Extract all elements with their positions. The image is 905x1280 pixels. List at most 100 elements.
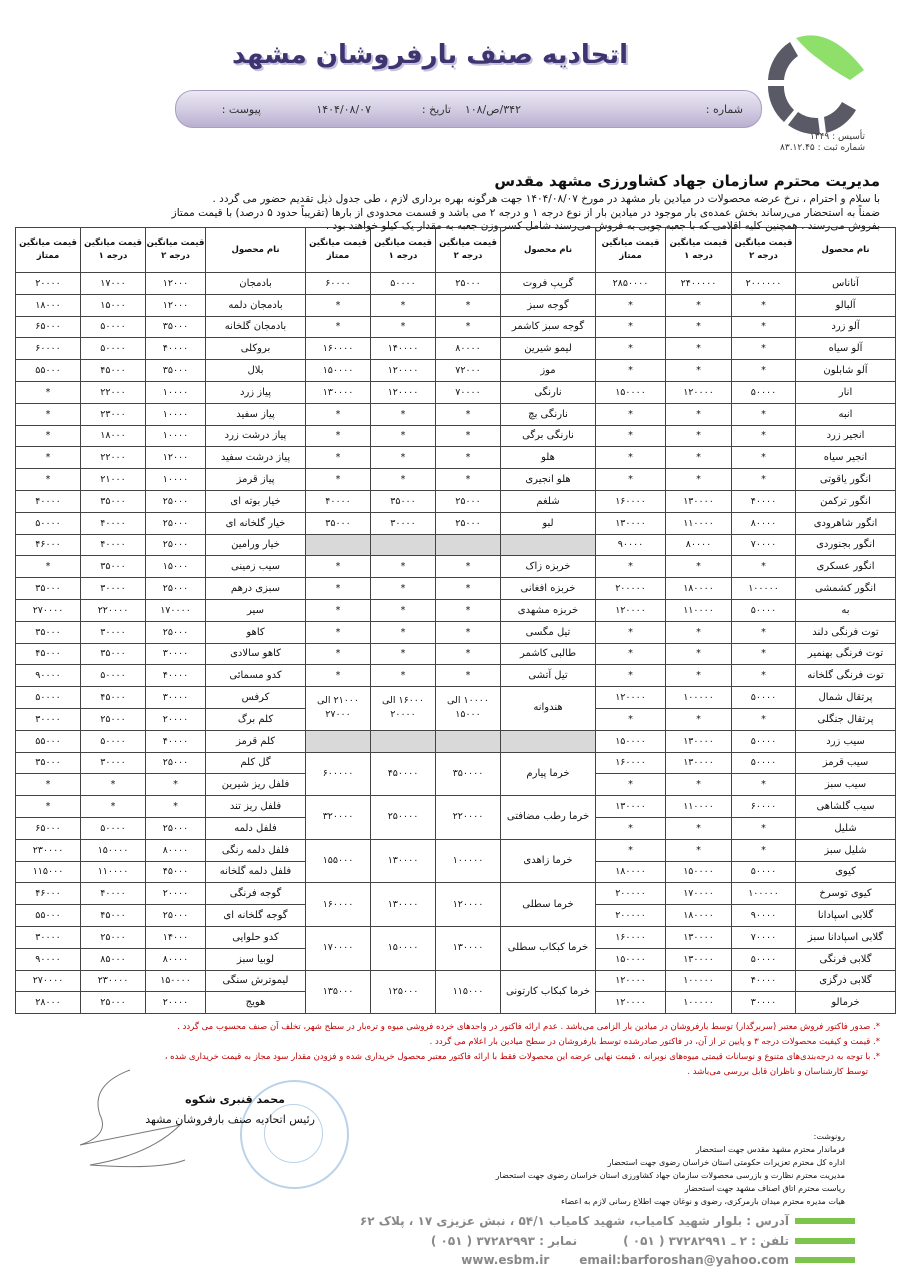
price-cell: ۴۵۰۰۰ bbox=[145, 860, 206, 884]
price-cell: * bbox=[595, 293, 666, 317]
table-row: انگور کشمشی ۱۰۰۰۰۰ ۱۸۰۰۰۰ ۲۰۰۰۰۰ خربزه افغان… bbox=[15, 577, 896, 600]
product-name: انگور کشمشی bbox=[795, 577, 896, 600]
price-cell: ۴۰۰۰۰ bbox=[145, 337, 206, 361]
price-cell: ۲۵۰۰۰ bbox=[435, 511, 501, 535]
product-name: فلفل ریز شیرین bbox=[205, 773, 306, 797]
price-cell: ۵۰۰۰۰ bbox=[731, 860, 796, 884]
green-bar bbox=[795, 1257, 855, 1263]
price-cell: ۲۵۰۰۰ bbox=[145, 489, 206, 513]
product-name: خربزه مشهدی bbox=[500, 598, 596, 622]
price-cell: * bbox=[370, 620, 436, 644]
product-name: انگور بجنوردی bbox=[795, 533, 896, 557]
price-cell: ۲۷۰۰۰۰ bbox=[15, 969, 81, 993]
empty-cell bbox=[305, 729, 371, 753]
price-cell: ۲۳۰۰۰ bbox=[80, 402, 146, 426]
price-cell: * bbox=[731, 707, 796, 731]
price-cell: ۳۰۰۰۰ bbox=[370, 511, 436, 535]
price-cell: ۱۵۰۰۰۰ bbox=[145, 969, 206, 993]
price-cell: ۱۱۰۰۰۰ bbox=[665, 511, 732, 535]
price-cell: ۵۰۰۰۰ bbox=[731, 598, 796, 622]
price-cell: ۴۵۰۰۰ bbox=[80, 904, 146, 927]
cc-item: مدیریت محترم نظارت و بازرسی محصولات سازم… bbox=[495, 1171, 845, 1180]
price-cell: ۱۱۰۰۰۰ bbox=[665, 598, 732, 622]
price-cell: * bbox=[665, 707, 732, 731]
price-cell: ۹۰۰۰۰ bbox=[15, 947, 81, 971]
price-cell: ۱۳۰۰۰۰ bbox=[370, 838, 436, 884]
product-name: آلو سیاه bbox=[795, 337, 896, 361]
column-header-deg1: قیمت میانگین درجه ۱ bbox=[80, 227, 146, 273]
price-cell: * bbox=[595, 773, 666, 797]
price-cell: ۱۳۰۰۰۰ bbox=[665, 751, 732, 775]
price-cell: ۱۱۵۰۰۰ bbox=[15, 860, 81, 884]
price-cell: * bbox=[731, 293, 796, 317]
contact-line: www.esbm.ir email:barforoshan@yahoo.com bbox=[461, 1253, 855, 1267]
phone: تلفن : ۲ ـ ۳۷۲۸۲۹۹۱ ( ۰۵۱ ) bbox=[623, 1234, 789, 1248]
product-name: خیار گلخانه ای bbox=[205, 511, 306, 535]
price-cell: * bbox=[370, 446, 436, 470]
price-cell: ۲۰۰۰۰۰ bbox=[595, 904, 666, 927]
price-cell: ۲۵۰۰۰ bbox=[145, 816, 206, 840]
intro-line: با سلام و احترام ، نرخ عرضه محصولات در م… bbox=[212, 193, 880, 205]
price-cell: * bbox=[731, 620, 796, 644]
table-row: سیب سبز * * * فلفل ریز شیرین * * * bbox=[15, 773, 896, 797]
price-cell: ۱۷۰۰۰۰ bbox=[665, 882, 732, 906]
price-cell: ۳۰۰۰۰ bbox=[145, 686, 206, 709]
product-name: انجیر سیاه bbox=[795, 446, 896, 470]
signature-block: محمد قنبری شکوه رئیس اتحادیه صنف بارفروش… bbox=[115, 1090, 315, 1130]
email[interactable]: email:barforoshan@yahoo.com bbox=[579, 1253, 789, 1267]
price-cell: ۲۵۰۰۰ bbox=[435, 272, 501, 295]
product-name: پرتقال جنگلی bbox=[795, 707, 896, 731]
price-cell: * bbox=[305, 468, 371, 491]
price-cell: ۶۵۰۰۰ bbox=[15, 816, 81, 840]
table-row: انگور عسکری * * * خربزه زاک * * * سیب زمینی ۱۵۰۰۰… bbox=[15, 555, 896, 579]
price-cell: * bbox=[665, 424, 732, 448]
price-cell: * bbox=[731, 642, 796, 666]
product-name: کیوی توسرخ bbox=[795, 882, 896, 906]
address: آدرس : بلوار شهید کامیاب، شهید کامیاب ۵۴… bbox=[359, 1214, 789, 1228]
product-name: خرما رطب مضافتی bbox=[500, 795, 596, 840]
price-cell: ۴۰۰۰۰ bbox=[145, 664, 206, 688]
price-cell: * bbox=[731, 402, 796, 426]
table-row: شلیل سبز * * * خرما زاهدی ۱۰۰۰۰۰ ۱۳۰۰۰۰ ۱۵۵۰۰۰ ف… bbox=[15, 838, 896, 884]
price-cell: * bbox=[80, 795, 146, 818]
price-cell: * bbox=[595, 315, 666, 339]
price-cell: * bbox=[305, 664, 371, 688]
price-cell: * bbox=[305, 555, 371, 579]
product-name: سیب زمینی bbox=[205, 555, 306, 579]
price-cell: * bbox=[370, 293, 436, 317]
column-header-momtaz: قیمت میانگین ممتاز bbox=[15, 227, 81, 273]
price-cell: * bbox=[595, 620, 666, 644]
union-logo bbox=[767, 35, 864, 135]
price-cell: * bbox=[15, 795, 81, 818]
price-cell: ۱۷۰۰۰ bbox=[80, 272, 146, 295]
price-cell: * bbox=[731, 664, 796, 688]
price-cell: * bbox=[435, 642, 501, 666]
price-cell: ۲۵۰۰۰ bbox=[145, 904, 206, 927]
price-cell: ۱۷۰۰۰۰ bbox=[145, 598, 206, 622]
price-cell: ۳۲۰۰۰۰ bbox=[305, 795, 371, 840]
price-cell: ۱۳۰۰۰۰ bbox=[665, 925, 732, 949]
fax: نمابر : ۳۷۲۸۲۹۹۳ ( ۰۵۱ ) bbox=[430, 1234, 578, 1248]
product-name: فلفل دلمه گلخانه bbox=[205, 860, 306, 884]
table-row: سیب قرمز ۵۰۰۰۰ ۱۳۰۰۰۰ ۱۶۰۰۰۰ خرما پیارم ۳۵۰۰۰… bbox=[15, 751, 896, 797]
product-name: کرفس bbox=[205, 686, 306, 709]
product-name: تیل آتشی bbox=[500, 664, 596, 688]
price-cell: ۱۵۰۰۰ bbox=[145, 555, 206, 579]
signer-name: محمد قنبری شکوه bbox=[185, 1093, 285, 1106]
product-name: پیاز درشت سفید bbox=[205, 446, 306, 470]
price-cell: ۲۵۰۰۰ bbox=[145, 533, 206, 557]
price-cell: * bbox=[731, 446, 796, 470]
price-cell: ۱۰۰۰۰ bbox=[145, 402, 206, 426]
price-cell: ۹۰۰۰۰ bbox=[731, 904, 796, 927]
price-cell: * bbox=[665, 446, 732, 470]
price-cell: ۵۰۰۰۰ bbox=[80, 729, 146, 753]
handwritten-signature bbox=[79, 1069, 186, 1168]
column-header-deg1: قیمت میانگین درجه ۱ bbox=[370, 227, 436, 273]
product-name: گلابی فرنگی bbox=[795, 947, 896, 971]
price-cell: ۴۰۰۰۰ bbox=[731, 489, 796, 513]
price-cell: ۱۲۵۰۰۰ bbox=[370, 969, 436, 1015]
product-name: گریپ فروت bbox=[500, 272, 596, 295]
product-name: گلابی اسپادانا bbox=[795, 904, 896, 927]
website[interactable]: www.esbm.ir bbox=[461, 1253, 550, 1267]
price-cell: ۳۰۰۰۰ bbox=[731, 991, 796, 1015]
